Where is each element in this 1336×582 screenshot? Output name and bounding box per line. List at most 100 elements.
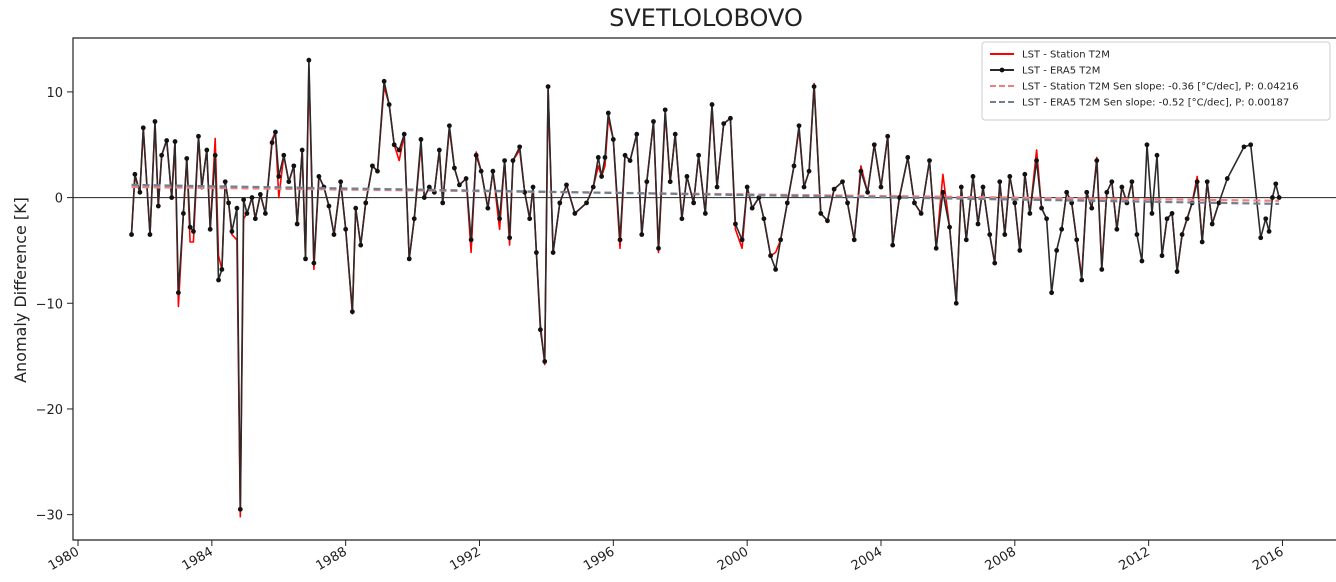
data-point bbox=[818, 211, 824, 216]
data-point bbox=[550, 250, 556, 255]
data-point bbox=[1276, 195, 1282, 200]
data-point bbox=[1209, 221, 1215, 227]
series-line bbox=[130, 59, 1280, 511]
data-point bbox=[1054, 248, 1060, 253]
data-point bbox=[768, 253, 773, 259]
data-point bbox=[605, 110, 611, 116]
data-point bbox=[191, 229, 196, 234]
data-point bbox=[599, 174, 605, 179]
data-point bbox=[610, 137, 616, 142]
data-point bbox=[602, 155, 608, 160]
data-point bbox=[761, 216, 767, 222]
data-point bbox=[349, 309, 355, 315]
data-point bbox=[281, 152, 287, 158]
data-point bbox=[801, 184, 807, 190]
data-point bbox=[406, 256, 412, 262]
data-point bbox=[651, 119, 656, 124]
data-point bbox=[831, 186, 837, 192]
legend-label: LST - ERA5 T2M bbox=[1022, 66, 1100, 77]
data-point bbox=[1273, 181, 1279, 187]
data-point bbox=[485, 205, 491, 211]
data-point bbox=[331, 232, 337, 237]
data-point bbox=[517, 144, 523, 150]
data-point bbox=[152, 119, 158, 124]
data-point bbox=[912, 200, 917, 206]
data-point bbox=[502, 158, 507, 163]
data-point bbox=[172, 139, 178, 144]
y-axis-label: Anomaly Difference [K] bbox=[11, 197, 30, 383]
data-point bbox=[662, 107, 668, 113]
data-point bbox=[865, 189, 871, 195]
data-point bbox=[1164, 216, 1170, 222]
data-point bbox=[1134, 232, 1140, 237]
data-point bbox=[234, 205, 240, 211]
data-point bbox=[584, 200, 589, 206]
data-point bbox=[497, 216, 502, 222]
data-point bbox=[1094, 158, 1100, 163]
y-tick-label: 10 bbox=[46, 86, 63, 101]
data-point bbox=[338, 179, 344, 185]
data-point bbox=[286, 179, 292, 185]
data-point bbox=[691, 200, 697, 206]
data-point bbox=[1263, 216, 1269, 222]
data-point bbox=[294, 221, 300, 227]
data-point bbox=[564, 182, 569, 188]
data-point bbox=[1044, 216, 1049, 222]
data-point bbox=[572, 211, 578, 216]
data-point bbox=[530, 184, 536, 190]
data-point bbox=[473, 152, 479, 158]
data-point bbox=[644, 179, 650, 185]
x-tick-label: 1988 bbox=[314, 544, 350, 574]
data-point bbox=[219, 267, 225, 272]
data-point bbox=[992, 260, 998, 266]
data-point bbox=[778, 237, 784, 243]
data-point bbox=[1154, 152, 1160, 158]
data-point bbox=[363, 200, 369, 206]
data-point bbox=[204, 147, 210, 153]
data-point bbox=[1174, 269, 1180, 274]
data-point bbox=[980, 184, 986, 190]
data-point bbox=[226, 200, 231, 206]
data-point bbox=[1089, 205, 1095, 211]
data-point bbox=[858, 168, 864, 174]
data-point bbox=[696, 152, 702, 158]
data-point bbox=[155, 203, 161, 209]
data-point bbox=[1119, 184, 1125, 190]
data-point bbox=[241, 197, 247, 203]
data-point bbox=[436, 147, 442, 153]
data-point bbox=[1007, 174, 1013, 179]
data-point bbox=[590, 184, 596, 190]
data-point bbox=[739, 237, 745, 243]
data-point bbox=[684, 174, 690, 179]
x-tick-label: 2004 bbox=[849, 544, 885, 574]
data-point bbox=[244, 211, 250, 216]
data-point bbox=[1224, 176, 1230, 181]
x-tick-label: 2000 bbox=[715, 544, 751, 574]
data-point bbox=[825, 218, 830, 224]
data-point bbox=[418, 137, 424, 142]
data-point bbox=[299, 147, 305, 153]
data-point bbox=[159, 152, 165, 158]
data-point bbox=[1129, 179, 1135, 185]
data-point bbox=[222, 179, 228, 185]
data-point bbox=[1270, 195, 1275, 200]
x-tick-label: 1980 bbox=[46, 544, 82, 574]
y-tick-label: −20 bbox=[36, 403, 63, 418]
data-point bbox=[997, 179, 1003, 185]
data-point bbox=[709, 102, 715, 107]
data-point bbox=[667, 179, 673, 185]
data-point bbox=[446, 123, 452, 129]
data-point bbox=[421, 195, 427, 200]
data-point bbox=[1109, 179, 1115, 185]
data-point bbox=[773, 267, 778, 272]
y-tick-label: 0 bbox=[55, 192, 63, 207]
data-point bbox=[207, 226, 213, 232]
data-point bbox=[463, 176, 469, 181]
data-point bbox=[533, 250, 539, 255]
data-point bbox=[273, 129, 278, 135]
data-point bbox=[878, 184, 884, 190]
data-point bbox=[1049, 290, 1055, 296]
x-tick-label: 2012 bbox=[1116, 544, 1152, 574]
trend-line bbox=[131, 183, 1280, 205]
